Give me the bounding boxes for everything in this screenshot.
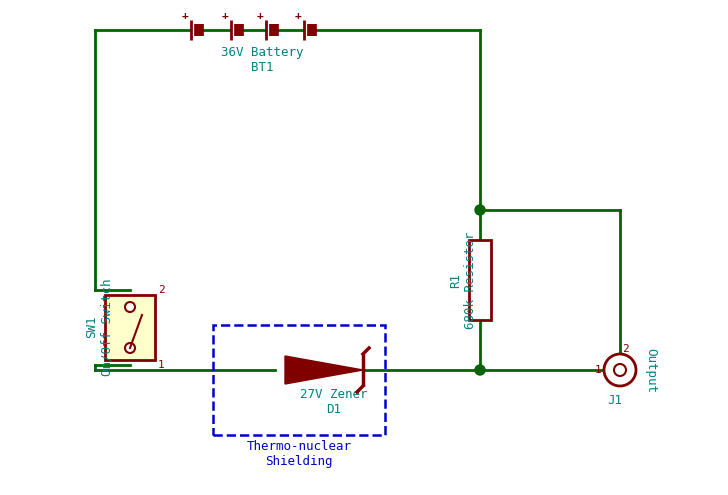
Text: R1
680k Resistor: R1 680k Resistor	[449, 231, 477, 329]
Text: SW1
On/Off Switch: SW1 On/Off Switch	[85, 278, 113, 376]
Text: 27V Zener
D1: 27V Zener D1	[300, 388, 368, 416]
Circle shape	[475, 365, 485, 375]
Bar	[213, 325, 385, 435]
Text: 2: 2	[158, 285, 165, 295]
Polygon shape	[285, 356, 363, 384]
Text: 1: 1	[158, 360, 165, 370]
Bar	[105, 295, 155, 360]
Circle shape	[125, 343, 135, 353]
Text: 36V Battery
BT1: 36V Battery BT1	[221, 46, 304, 74]
Text: J1: J1	[607, 394, 622, 407]
Circle shape	[604, 354, 636, 386]
Text: +: +	[221, 11, 229, 21]
Text: +: +	[181, 11, 189, 21]
Circle shape	[614, 364, 626, 376]
Text: 2: 2	[622, 344, 629, 354]
Text: +: +	[257, 11, 264, 21]
Circle shape	[475, 205, 485, 215]
Text: Thermo-nuclear
Shielding: Thermo-nuclear Shielding	[247, 440, 352, 468]
Text: Output: Output	[644, 347, 657, 393]
Text: +: +	[295, 11, 301, 21]
Bar	[469, 240, 491, 320]
Text: 1: 1	[594, 365, 601, 375]
Circle shape	[125, 302, 135, 312]
